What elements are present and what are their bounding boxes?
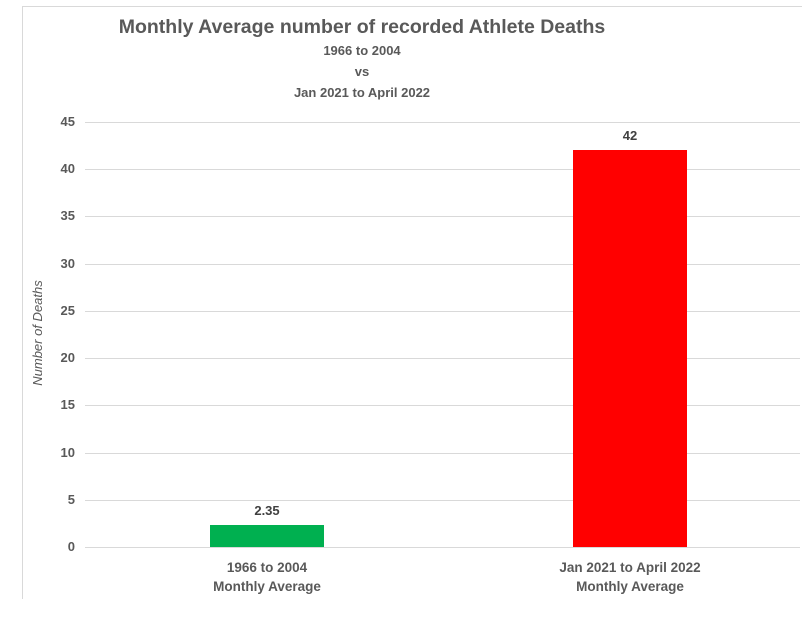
gridline-y-20: [85, 358, 800, 359]
gridline-y-45: [85, 122, 800, 123]
gridline-y-5: [85, 500, 800, 501]
gridline-y-15: [85, 405, 800, 406]
y-tick-label-30: 30: [60, 256, 75, 271]
x-category-label-2-line-1: Jan 2021 to April 2022: [559, 560, 701, 575]
x-category-label-1-line-1: 1966 to 2004: [226, 560, 308, 575]
y-axis-title: Number of Deaths: [30, 280, 45, 386]
chart-subtitle-line-1: 1966 to 2004: [323, 43, 401, 58]
chart-title: Monthly Average number of recorded Athle…: [118, 16, 606, 38]
gridline-y-40: [85, 169, 800, 170]
x-category-label-1-line-2: Monthly Average: [213, 579, 321, 594]
chart-subtitle-line-3: Jan 2021 to April 2022: [293, 85, 431, 100]
bar-value-label-1: 2.35: [254, 503, 280, 518]
y-tick-label-5: 5: [67, 492, 75, 507]
x-category-label-2: Jan 2021 to April 2022 Monthly Average: [510, 558, 750, 596]
chart-title-block: Monthly Average number of recorded Athle…: [22, 14, 702, 103]
chart-subtitle-line-2: vs: [354, 64, 370, 79]
y-tick-label-0: 0: [67, 539, 75, 554]
gridline-y-10: [85, 453, 800, 454]
y-tick-label-45: 45: [60, 114, 75, 129]
x-category-label-2-line-2: Monthly Average: [576, 579, 684, 594]
x-category-label-1: 1966 to 2004 Monthly Average: [147, 558, 387, 596]
bar-jan-2021-to-april-2022: [573, 150, 687, 547]
y-tick-label-40: 40: [60, 161, 75, 176]
y-tick-label-15: 15: [60, 397, 75, 412]
bar-value-label-2: 42: [622, 128, 638, 143]
y-tick-label-20: 20: [60, 350, 75, 365]
bar-1966-to-2004: [210, 525, 324, 547]
gridline-y-35: [85, 216, 800, 217]
y-tick-label-10: 10: [60, 445, 75, 460]
y-tick-label-35: 35: [60, 208, 75, 223]
y-tick-label-25: 25: [60, 303, 75, 318]
gridline-y-30: [85, 264, 800, 265]
gridline-y-25: [85, 311, 800, 312]
gridline-y-0: [85, 547, 800, 548]
